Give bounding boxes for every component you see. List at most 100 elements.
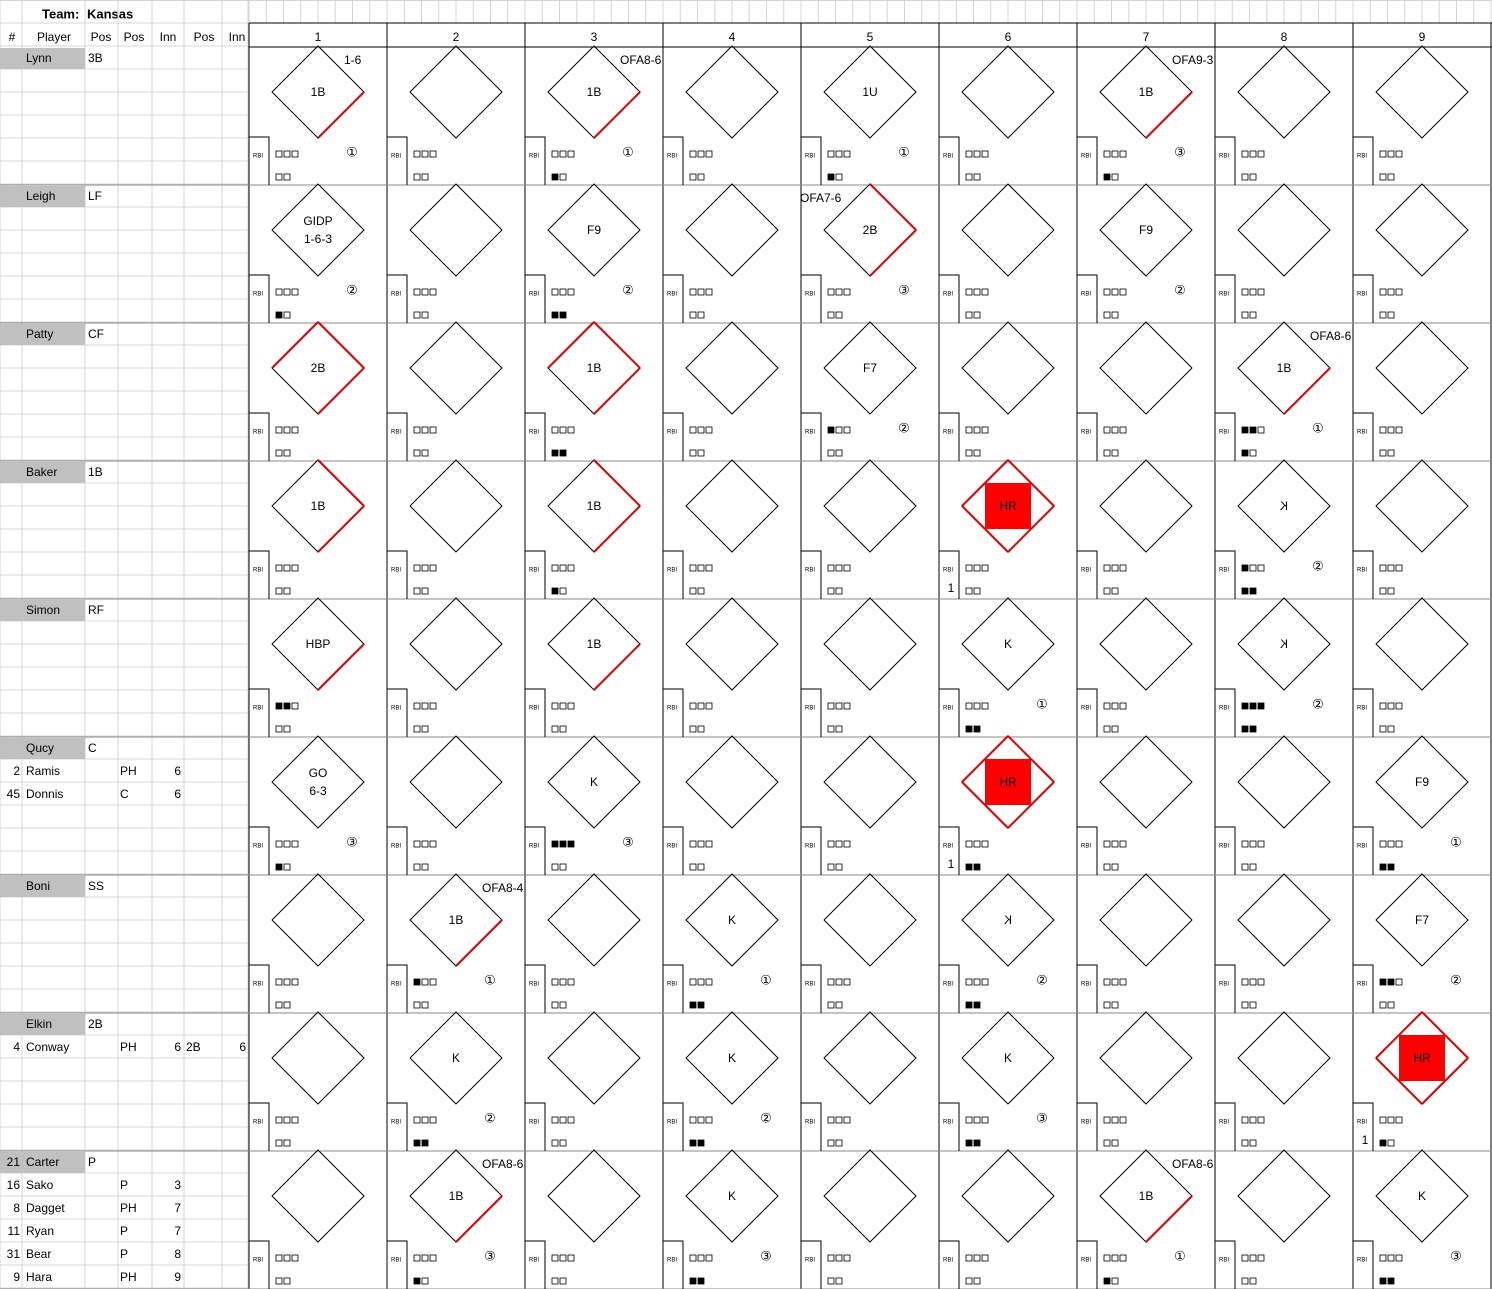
at-bat-cell: F9 ① RBI <box>1353 735 1469 875</box>
ball-box <box>705 1116 713 1124</box>
strike-box <box>973 449 981 457</box>
rbi-box <box>1215 1102 1236 1151</box>
rbi-label: RBI <box>805 568 815 574</box>
at-bat-cell: 1B RBI <box>525 597 641 737</box>
ball-box <box>567 1116 575 1124</box>
strike-box <box>1241 725 1249 733</box>
at-bat-cell: RBI <box>387 735 503 875</box>
strike-box <box>1241 173 1249 181</box>
rbi-box <box>387 550 408 599</box>
rbi-label: RBI <box>391 844 401 850</box>
ball-box <box>973 564 981 572</box>
ball-box <box>1257 1254 1265 1262</box>
strike-box <box>1249 173 1257 181</box>
base-path <box>869 183 917 231</box>
rbi-label: RBI <box>391 292 401 298</box>
ball-box <box>567 702 575 710</box>
rbi-label: RBI <box>667 982 677 988</box>
strike-box <box>275 725 283 733</box>
ball-box <box>835 1116 843 1124</box>
rbi-label: RBI <box>253 568 263 574</box>
diamond <box>961 183 1055 277</box>
player-pos: P <box>88 1155 96 1169</box>
strike-box <box>1387 1139 1395 1147</box>
ball-box <box>1111 978 1119 986</box>
rbi-label: RBI <box>391 706 401 712</box>
base-path <box>317 321 365 369</box>
rbi-label: RBI <box>529 568 539 574</box>
rbi-label: RBI <box>805 1120 815 1126</box>
ball-box <box>1103 426 1111 434</box>
ball-box <box>1249 1254 1257 1262</box>
ball-box <box>551 978 559 986</box>
at-bat-cell: K ③ RBI <box>525 735 641 875</box>
player-number: 31 <box>7 1247 21 1261</box>
rbi-box <box>939 964 960 1013</box>
strike-box <box>421 311 429 319</box>
at-bat-cell: K ③ RBI <box>1353 1149 1469 1289</box>
strike-box <box>421 863 429 871</box>
rbi-label: RBI <box>667 1120 677 1126</box>
strike-box <box>835 725 843 733</box>
inning-number: 2 <box>453 30 460 44</box>
rbi-box <box>1077 1240 1098 1289</box>
diamond <box>1375 597 1469 691</box>
play-note: OFA8-6 <box>620 53 662 67</box>
at-bat-cell: RBI <box>387 597 503 737</box>
play-result: K <box>1418 1189 1426 1203</box>
rbi-label: RBI <box>391 1258 401 1264</box>
ball-box <box>567 564 575 572</box>
out-number: ③ <box>760 1250 772 1265</box>
ball-box <box>421 1116 429 1124</box>
rbi-label: RBI <box>529 706 539 712</box>
ball-box <box>697 978 705 986</box>
player-pos: C <box>88 741 97 755</box>
rbi-box <box>249 826 270 875</box>
strike-box <box>1103 1001 1111 1009</box>
name-highlight <box>0 324 85 345</box>
out-number: ② <box>1174 284 1186 299</box>
ball-box <box>973 1116 981 1124</box>
strike-box <box>1241 863 1249 871</box>
base-path <box>1421 1057 1469 1105</box>
strike-box <box>1241 1277 1249 1285</box>
strike-box <box>835 1277 843 1285</box>
rbi-box <box>1215 964 1236 1013</box>
diamond <box>1237 735 1331 829</box>
rbi-label: RBI <box>1219 844 1229 850</box>
at-bat-cell: RBI <box>663 459 779 599</box>
out-number: ① <box>484 974 496 989</box>
strike-box <box>1379 1277 1387 1285</box>
ball-box <box>291 150 299 158</box>
rbi-label: RBI <box>1219 982 1229 988</box>
strike-box <box>551 311 559 319</box>
diamond <box>823 45 917 139</box>
out-number: ③ <box>1174 146 1186 161</box>
rbi-box <box>387 136 408 185</box>
ball-box <box>1249 288 1257 296</box>
ball-box <box>559 702 567 710</box>
strike-box <box>697 449 705 457</box>
diamond <box>685 321 779 415</box>
ball-box <box>827 564 835 572</box>
diamond <box>1375 1149 1469 1243</box>
at-bat-cell: RBI <box>663 597 779 737</box>
strike-box <box>1111 1139 1119 1147</box>
strike-box <box>1379 1139 1387 1147</box>
rbi-count: 1 <box>948 581 955 595</box>
ball-box <box>697 288 705 296</box>
ball-box <box>981 840 989 848</box>
base-path <box>593 91 641 139</box>
rbi-label: RBI <box>391 154 401 160</box>
diamond <box>823 1149 917 1243</box>
at-bat-cell: RBI <box>249 1011 365 1151</box>
rbi-label: RBI <box>943 154 953 160</box>
strike-box <box>559 173 567 181</box>
play-result: HR <box>999 775 1017 789</box>
rbi-box <box>1077 1102 1098 1151</box>
strike-box <box>1103 1277 1111 1285</box>
strike-box <box>827 311 835 319</box>
rbi-box <box>939 136 960 185</box>
diamond <box>1237 183 1331 277</box>
player-name: Sako <box>26 1178 54 1192</box>
